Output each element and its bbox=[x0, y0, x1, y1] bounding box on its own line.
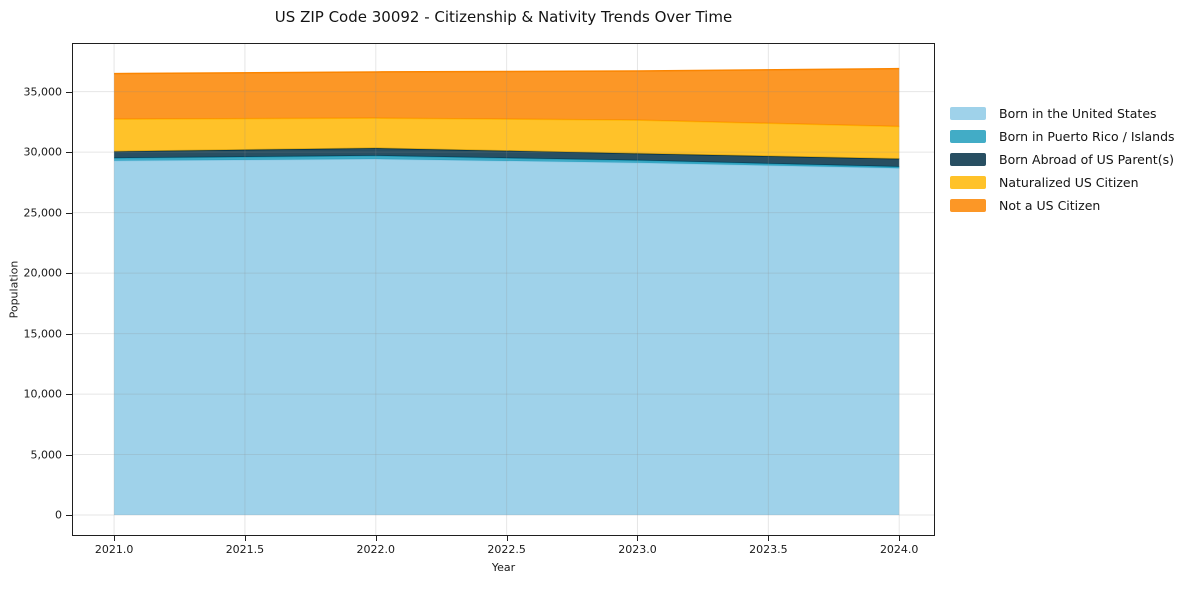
x-tick-label: 2023.0 bbox=[618, 543, 657, 556]
legend-label-2: Born Abroad of US Parent(s) bbox=[999, 152, 1174, 167]
area-layer-3 bbox=[114, 118, 900, 159]
x-tick-mark bbox=[637, 536, 639, 541]
x-tick-mark bbox=[114, 536, 116, 541]
legend-swatch-4 bbox=[950, 199, 986, 212]
y-tick-mark bbox=[66, 212, 72, 214]
legend-swatch-2 bbox=[950, 153, 986, 166]
y-tick-label: 15,000 bbox=[23, 327, 63, 341]
y-tick-mark bbox=[66, 394, 72, 396]
y-tick-label: 5,000 bbox=[30, 448, 63, 462]
y-tick-label: 0 bbox=[55, 508, 62, 522]
x-tick-mark bbox=[899, 536, 901, 541]
y-axis-label: Population bbox=[7, 260, 21, 319]
plot-area bbox=[72, 43, 935, 536]
y-tick-mark bbox=[66, 333, 72, 335]
x-tick-mark bbox=[244, 536, 246, 541]
y-tick-mark bbox=[66, 273, 72, 275]
x-tick-label: 2023.5 bbox=[749, 543, 788, 556]
area-edge-4 bbox=[114, 67, 900, 75]
x-tick-mark bbox=[375, 536, 377, 541]
x-tick-label: 2021.0 bbox=[94, 543, 134, 556]
x-tick-label: 2022.0 bbox=[356, 543, 396, 556]
y-tick-mark bbox=[66, 515, 72, 517]
y-tick-mark bbox=[66, 91, 72, 93]
y-tick-label: 35,000 bbox=[23, 85, 63, 99]
legend-label-1: Born in Puerto Rico / Islands bbox=[999, 129, 1175, 144]
legend-item-1: Born in Puerto Rico / Islands bbox=[950, 129, 1175, 144]
y-tick-label: 25,000 bbox=[23, 206, 63, 220]
y-tick-mark bbox=[66, 454, 72, 456]
y-tick-label: 20,000 bbox=[23, 266, 63, 280]
legend: Born in the United States Born in Puerto … bbox=[950, 106, 1175, 213]
x-tick-mark bbox=[768, 536, 770, 541]
area-layer-4 bbox=[114, 68, 900, 127]
legend-item-0: Born in the United States bbox=[950, 106, 1175, 121]
x-tick-label: 2024.0 bbox=[879, 543, 919, 556]
legend-swatch-3 bbox=[950, 176, 986, 189]
y-tick-label: 30,000 bbox=[23, 145, 63, 159]
legend-item-3: Naturalized US Citizen bbox=[950, 175, 1175, 190]
legend-swatch-0 bbox=[950, 107, 986, 120]
legend-label-0: Born in the United States bbox=[999, 106, 1157, 121]
area-layer-0 bbox=[114, 159, 900, 516]
x-tick-label: 2021.5 bbox=[225, 543, 265, 556]
area-layer-1 bbox=[114, 155, 900, 169]
x-tick-label: 2022.5 bbox=[487, 543, 526, 556]
y-tick-mark bbox=[66, 152, 72, 154]
legend-swatch-1 bbox=[950, 130, 986, 143]
y-tick-label: 10,000 bbox=[23, 387, 63, 401]
legend-item-4: Not a US Citizen bbox=[950, 198, 1175, 213]
stacked-area-canvas bbox=[73, 44, 934, 535]
legend-item-2: Born Abroad of US Parent(s) bbox=[950, 152, 1175, 167]
x-axis-label: Year bbox=[491, 561, 516, 574]
legend-label-3: Naturalized US Citizen bbox=[999, 175, 1139, 190]
legend-label-4: Not a US Citizen bbox=[999, 198, 1101, 213]
chart-title: US ZIP Code 30092 - Citizenship & Nativi… bbox=[274, 8, 733, 26]
x-tick-mark bbox=[506, 536, 508, 541]
area-layer-2 bbox=[114, 148, 900, 167]
